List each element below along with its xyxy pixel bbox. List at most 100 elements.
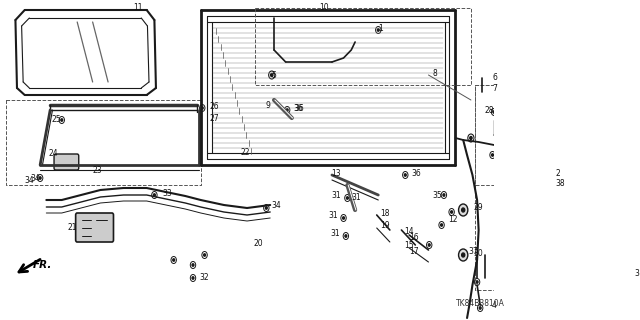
Circle shape: [345, 235, 347, 237]
Circle shape: [477, 305, 483, 311]
Text: 36: 36: [293, 103, 303, 113]
Circle shape: [441, 191, 447, 198]
Circle shape: [404, 174, 406, 176]
Text: 36: 36: [412, 169, 421, 178]
Text: 25: 25: [52, 115, 61, 124]
Circle shape: [61, 119, 63, 121]
Circle shape: [461, 208, 465, 212]
Circle shape: [441, 224, 442, 226]
Text: 38: 38: [556, 179, 566, 188]
Circle shape: [39, 177, 41, 179]
Circle shape: [59, 116, 65, 124]
Text: 16: 16: [409, 233, 419, 242]
Text: 1: 1: [378, 23, 383, 33]
Circle shape: [461, 253, 465, 257]
Circle shape: [271, 74, 273, 76]
Circle shape: [266, 207, 268, 209]
Circle shape: [378, 29, 380, 31]
Circle shape: [343, 233, 349, 239]
Circle shape: [154, 194, 156, 196]
Text: 12: 12: [448, 215, 457, 225]
Text: 2: 2: [556, 169, 561, 178]
Text: 34: 34: [271, 201, 281, 210]
Circle shape: [428, 244, 430, 246]
Circle shape: [376, 27, 381, 34]
Circle shape: [202, 107, 203, 109]
Text: 5: 5: [272, 70, 276, 79]
Circle shape: [200, 105, 205, 111]
Circle shape: [459, 204, 468, 216]
Text: 23: 23: [93, 165, 102, 174]
Circle shape: [264, 204, 269, 212]
Text: 10: 10: [319, 3, 328, 12]
Circle shape: [342, 217, 344, 219]
Text: 9: 9: [266, 100, 271, 109]
Circle shape: [171, 257, 177, 263]
Text: 3: 3: [635, 268, 639, 277]
Circle shape: [474, 278, 480, 285]
Circle shape: [190, 261, 196, 268]
Circle shape: [346, 197, 348, 199]
Text: 31: 31: [328, 212, 337, 220]
Text: 37: 37: [468, 247, 478, 257]
Text: 20: 20: [253, 238, 263, 247]
Circle shape: [345, 195, 350, 202]
Circle shape: [284, 107, 290, 114]
Circle shape: [490, 151, 495, 158]
Text: 21: 21: [68, 223, 77, 233]
Text: FR.: FR.: [33, 260, 52, 270]
Circle shape: [192, 277, 194, 279]
Text: 22: 22: [241, 148, 250, 156]
Circle shape: [173, 259, 175, 261]
Text: 31: 31: [351, 194, 361, 203]
Text: 13: 13: [331, 169, 341, 178]
Text: 18: 18: [380, 209, 389, 218]
Circle shape: [443, 194, 445, 196]
Circle shape: [451, 211, 452, 213]
Circle shape: [492, 108, 497, 116]
Text: 26: 26: [210, 101, 220, 110]
Text: 28: 28: [484, 106, 493, 115]
Text: 30: 30: [473, 249, 483, 258]
Text: 31: 31: [332, 191, 341, 201]
Circle shape: [468, 134, 474, 142]
Circle shape: [493, 111, 495, 113]
Text: 14: 14: [404, 228, 414, 236]
Text: 36: 36: [294, 103, 304, 113]
Circle shape: [341, 214, 346, 221]
Text: 31: 31: [330, 229, 340, 238]
Circle shape: [403, 172, 408, 179]
Text: 24: 24: [49, 148, 58, 157]
Text: 11: 11: [132, 3, 142, 12]
Text: 4: 4: [492, 300, 497, 309]
Circle shape: [204, 254, 205, 256]
Text: 34: 34: [24, 175, 34, 185]
Circle shape: [470, 137, 472, 140]
Text: 32: 32: [199, 273, 209, 282]
Text: 15: 15: [404, 241, 414, 250]
Circle shape: [459, 249, 468, 261]
Circle shape: [202, 252, 207, 259]
Text: 17: 17: [409, 247, 419, 257]
Circle shape: [426, 242, 432, 249]
Circle shape: [492, 154, 493, 156]
Text: 35: 35: [432, 191, 442, 201]
Text: 8: 8: [432, 68, 437, 77]
Circle shape: [190, 275, 196, 282]
Circle shape: [38, 174, 43, 181]
Circle shape: [269, 71, 275, 79]
Circle shape: [449, 209, 454, 215]
FancyBboxPatch shape: [76, 213, 113, 242]
Text: 6: 6: [493, 73, 497, 82]
Text: 34: 34: [31, 173, 40, 182]
Text: 33: 33: [162, 189, 172, 198]
Text: TK84B3810A: TK84B3810A: [456, 299, 504, 308]
Circle shape: [439, 221, 444, 228]
Circle shape: [286, 109, 288, 111]
Text: 7: 7: [493, 84, 497, 92]
Circle shape: [192, 264, 194, 266]
Text: 29: 29: [473, 204, 483, 212]
Text: 19: 19: [380, 221, 390, 230]
Circle shape: [476, 281, 478, 283]
Circle shape: [152, 191, 157, 198]
